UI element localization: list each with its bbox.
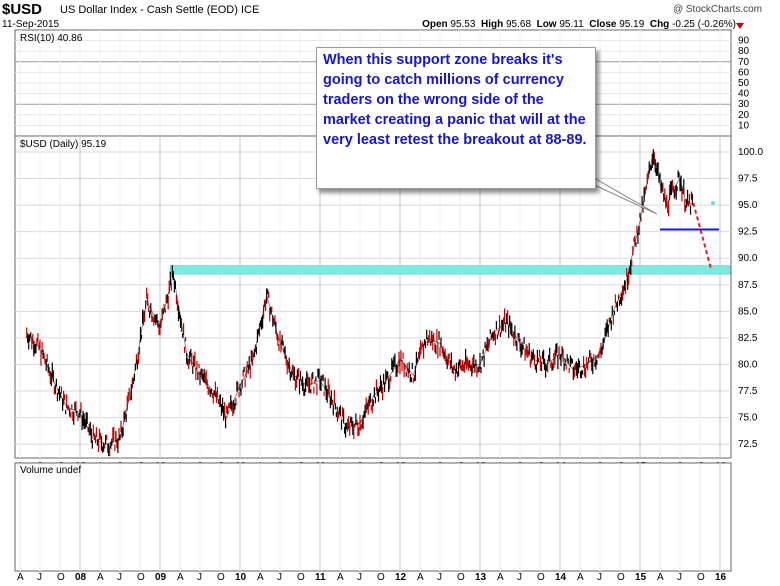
annotation-callout: When this support zone breaks it's going… [316,47,596,189]
price-tick-label: 92.5 [738,227,758,238]
x-tick-label: J [117,572,122,583]
x-tick-label: 12 [395,572,407,583]
rsi-tick-label: 30 [738,99,750,110]
x-tick-label: O [137,572,145,583]
x-tick-label: J [677,572,682,583]
price-tick-label: 75.0 [738,413,758,424]
rsi-tick-label: 20 [738,110,750,121]
x-tick-label: O [57,572,65,583]
rsi-tick-label: 90 [738,36,750,47]
rsi-label: RSI(10) 40.86 [20,33,83,44]
index-name: US Dollar Index - Cash Settle (EOD) ICE [60,4,260,16]
x-tick-label: J [37,572,42,583]
chart-date: 11-Sep-2015 [2,19,60,30]
price-tick-label: 87.5 [738,280,758,291]
symbol: $USD [2,1,43,18]
x-tick-label: A [337,572,344,583]
x-tick-label: A [417,572,424,583]
price-panel-label: $USD (Daily) 95.19 [20,139,107,150]
x-tick-label: A [257,572,264,583]
x-tick-label: J [597,572,602,583]
price-tick-label: 90.0 [738,253,758,264]
rsi-tick-label: 80 [738,46,750,57]
ohlc-readout: Open 95.53 High 95.68 Low 95.11 Close 95… [422,19,736,30]
x-tick-label: O [617,572,625,583]
price-tick-label: 72.5 [738,439,758,450]
rsi-tick-label: 70 [738,57,750,68]
x-tick-label: O [697,572,705,583]
projection-line [692,202,712,270]
x-tick-label: 09 [155,572,167,583]
rsi-tick-label: 60 [738,67,750,78]
rsi-tick-label: 10 [738,120,750,131]
x-tick-label: A [177,572,184,583]
x-tick-label: 08 [75,572,87,583]
x-tick-label: O [457,572,465,583]
x-tick-label: 15 [635,572,647,583]
price-tick-label: 97.5 [738,174,758,185]
x-tick-label: 11 [315,572,326,583]
x-tick-label: O [537,572,545,583]
rsi-tick-label: 50 [738,78,750,89]
x-tick-label: O [297,572,305,583]
x-tick-label: A [577,572,584,583]
volume-label: Volume undef [20,465,81,476]
x-tick-label: J [517,572,522,583]
support-zone [169,265,731,275]
x-tick-label: 13 [475,572,487,583]
x-tick-label: J [357,572,362,583]
rsi-tick-label: 40 [738,89,750,100]
x-tick-label: 10 [235,572,247,583]
x-tick-label: O [377,572,385,583]
x-tick-label: A [657,572,664,583]
copyright[interactable]: @ StockCharts.com [672,4,762,15]
price-tick-label: 95.0 [738,200,758,211]
volume-panel [14,462,732,572]
x-tick-label: J [197,572,202,583]
x-tick-label: 16 [715,572,727,583]
last-price-marker [711,200,715,205]
price-series-line [26,151,694,445]
x-tick-label: O [217,572,225,583]
x-tick-label: J [437,572,442,583]
price-tick-label: 80.0 [738,359,758,370]
x-tick-label: A [97,572,104,583]
x-tick-label: A [497,572,504,583]
price-tick-label: 82.5 [738,333,758,344]
price-tick-label: 85.0 [738,306,758,317]
x-tick-label: J [277,572,282,583]
price-tick-label: 100.0 [738,147,763,158]
change-down-icon [736,23,744,29]
x-tick-label: 14 [555,572,567,583]
price-tick-label: 77.5 [738,386,758,397]
x-tick-label: A [17,572,24,583]
